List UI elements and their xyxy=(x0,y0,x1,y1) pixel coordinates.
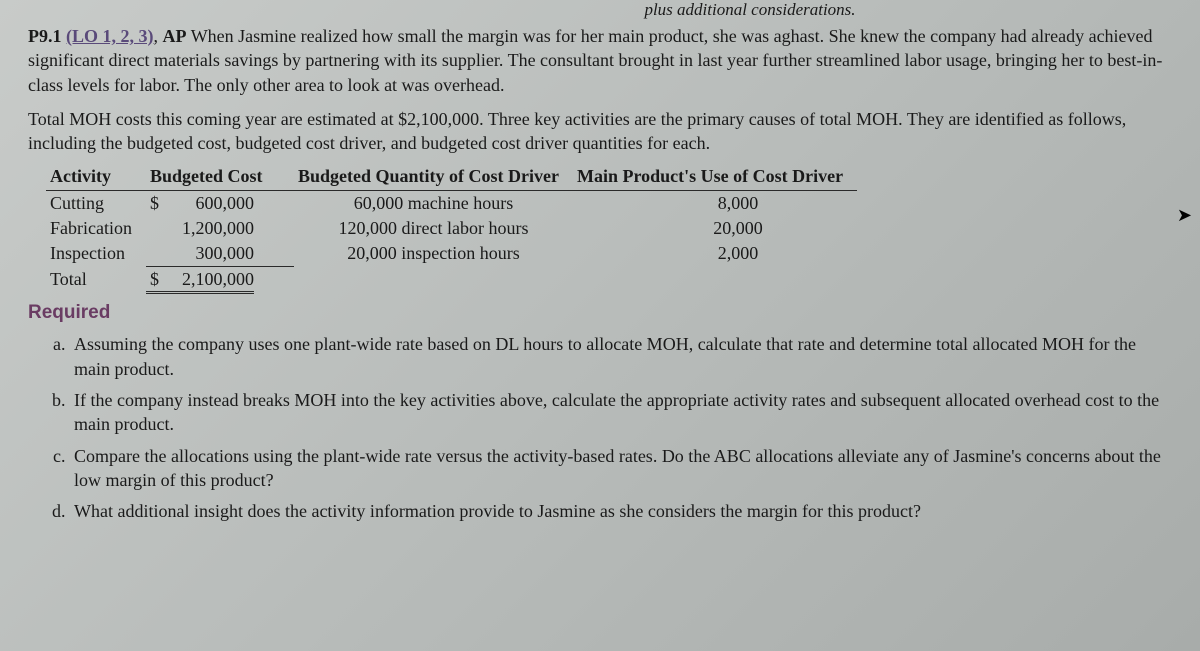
requirements-list: Assuming the company uses one plant-wide… xyxy=(28,332,1172,523)
use-cell: 8,000 xyxy=(573,191,857,217)
moh-description-paragraph: Total MOH costs this coming year are est… xyxy=(28,107,1172,156)
table-header-row: Activity Budgeted Cost Budgeted Quantity… xyxy=(46,163,857,191)
activity-cell: Fabrication xyxy=(46,216,146,241)
requirement-item-c: Compare the allocations using the plant-… xyxy=(70,444,1172,493)
use-cell: 20,000 xyxy=(573,216,857,241)
requirement-item-b: If the company instead breaks MOH into t… xyxy=(70,388,1172,437)
header-qty: Budgeted Quantity of Cost Driver xyxy=(294,163,573,191)
intro-text: When Jasmine realized how small the marg… xyxy=(28,26,1162,95)
cost-cell: 1,200,000 xyxy=(146,216,294,241)
qty-cell: 60,000 machine hours xyxy=(294,191,573,217)
qty-cell: 20,000 inspection hours xyxy=(294,241,573,267)
table-row: Cutting $600,000 60,000 machine hours 8,… xyxy=(46,191,857,217)
header-cost: Budgeted Cost xyxy=(146,163,294,191)
table-row: Inspection 300,000 20,000 inspection hou… xyxy=(46,241,857,267)
cost-cell: $600,000 xyxy=(146,191,294,217)
header-use: Main Product's Use of Cost Driver xyxy=(573,163,857,191)
use-cell: 2,000 xyxy=(573,241,857,267)
activity-table-container: Activity Budgeted Cost Budgeted Quantity… xyxy=(46,163,1172,292)
cursor-icon: ➤ xyxy=(1177,205,1192,226)
total-label-cell: Total xyxy=(46,267,146,293)
total-cost-cell: $2,100,000 xyxy=(146,267,294,293)
ap-tag: AP xyxy=(163,26,187,46)
problem-number: P9.1 xyxy=(28,26,62,46)
cutoff-line: plus additional considerations. xyxy=(28,0,1172,20)
problem-intro-paragraph: P9.1 (LO 1, 2, 3), AP When Jasmine reali… xyxy=(28,24,1172,97)
table-row: Fabrication 1,200,000 120,000 direct lab… xyxy=(46,216,857,241)
requirement-item-a: Assuming the company uses one plant-wide… xyxy=(70,332,1172,381)
table-total-row: Total $2,100,000 xyxy=(46,267,857,293)
activity-cost-table: Activity Budgeted Cost Budgeted Quantity… xyxy=(46,163,857,292)
cost-cell: 300,000 xyxy=(146,241,294,267)
learning-objective-ref: (LO 1, 2, 3) xyxy=(66,26,154,46)
qty-cell: 120,000 direct labor hours xyxy=(294,216,573,241)
required-heading: Required xyxy=(28,302,1172,324)
activity-cell: Inspection xyxy=(46,241,146,267)
requirement-item-d: What additional insight does the activit… xyxy=(70,499,1172,523)
header-activity: Activity xyxy=(46,163,146,191)
activity-cell: Cutting xyxy=(46,191,146,217)
